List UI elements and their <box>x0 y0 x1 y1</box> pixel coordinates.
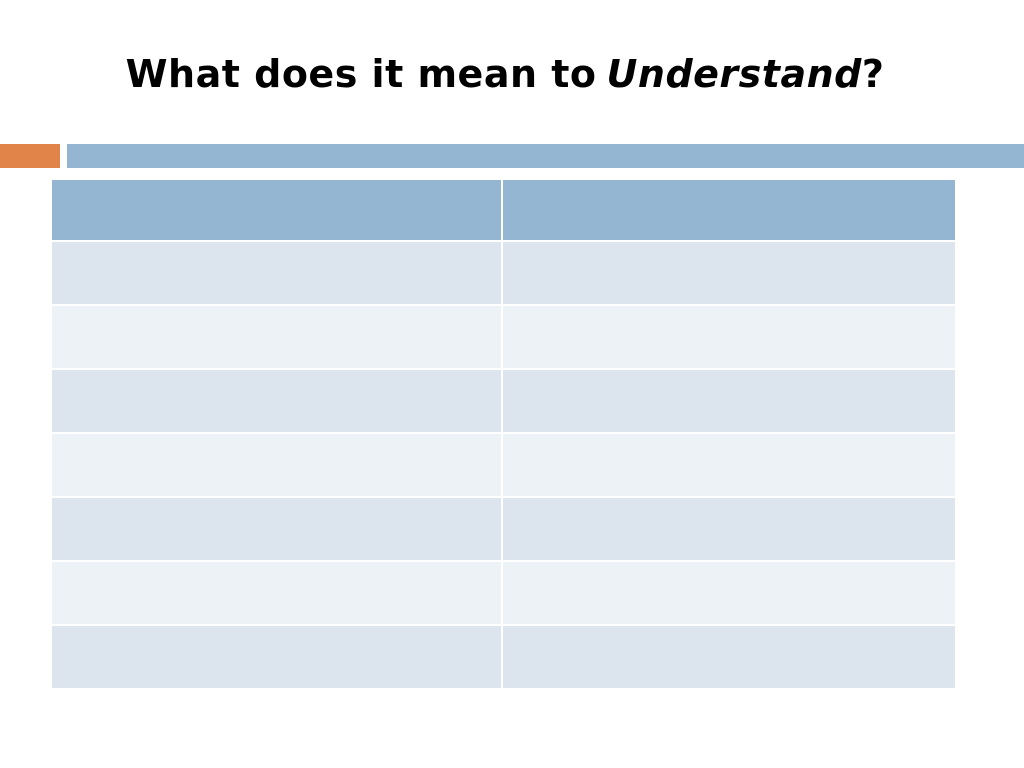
table-cell <box>503 434 955 498</box>
header-bar <box>67 144 1024 168</box>
slide-title: What does it mean to Understand? <box>0 52 1010 96</box>
title-emphasis: Understand <box>606 52 862 96</box>
table-cell <box>52 242 503 306</box>
table-cell <box>503 562 955 626</box>
title-text: What does it mean to <box>125 52 597 96</box>
accent-bar <box>0 144 60 168</box>
table-cell <box>52 434 503 498</box>
table-cell <box>52 562 503 626</box>
table-cell <box>503 306 955 370</box>
table <box>52 180 955 690</box>
header-cell <box>52 180 503 242</box>
table-cell <box>52 370 503 434</box>
table-cell <box>52 306 503 370</box>
table-cell <box>52 626 503 690</box>
table-cell <box>503 242 955 306</box>
title-mark: ? <box>861 52 885 96</box>
table-cell <box>503 626 955 690</box>
header-cell <box>503 180 955 242</box>
table-cell <box>52 498 503 562</box>
table-cell <box>503 370 955 434</box>
table-cell <box>503 498 955 562</box>
